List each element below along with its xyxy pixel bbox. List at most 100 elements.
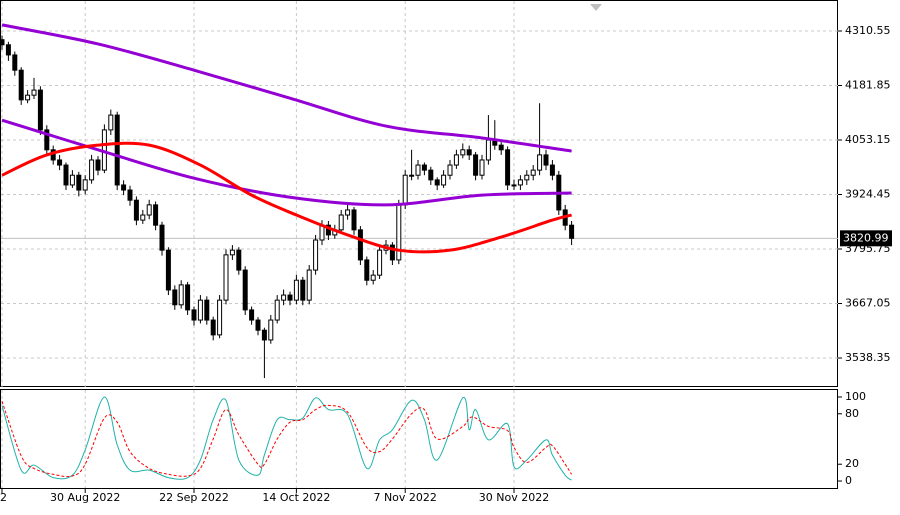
candle-body xyxy=(511,184,517,187)
candle-body xyxy=(338,214,344,231)
candle-body xyxy=(351,209,357,231)
candle-body xyxy=(261,329,267,341)
candle-body xyxy=(133,199,139,221)
y-tick-label: 0 xyxy=(845,474,852,487)
candle-body xyxy=(89,159,95,181)
candle-body xyxy=(108,114,114,131)
y-tick-label: 4181.85 xyxy=(845,79,891,92)
y-tick-label: 3667.05 xyxy=(845,297,891,310)
candle-body xyxy=(95,159,101,171)
candle-body xyxy=(498,144,504,151)
candle-body xyxy=(44,129,50,151)
candle-body xyxy=(389,244,395,261)
candle-body xyxy=(281,294,287,301)
candle-body xyxy=(345,209,351,216)
candle-body xyxy=(453,154,459,166)
candle-body xyxy=(57,159,63,166)
x-tick-label: 30 Aug 2022 xyxy=(50,491,120,504)
candle-body xyxy=(25,94,31,101)
x-tick-label: 14 Oct 2022 xyxy=(262,491,330,504)
candle-body xyxy=(421,164,427,171)
indicator-line xyxy=(1,141,572,254)
candle-body xyxy=(197,299,203,321)
candle-body xyxy=(549,164,555,176)
candle-body xyxy=(466,149,472,156)
candle-body xyxy=(293,279,299,301)
candle-body xyxy=(172,289,178,306)
candle-body xyxy=(530,169,536,176)
candle-body xyxy=(370,274,376,281)
y-tick-label: 3924.45 xyxy=(845,188,891,201)
candle-body xyxy=(140,214,146,221)
candle-body xyxy=(428,169,434,181)
x-tick-label: 22 Sep 2022 xyxy=(159,491,229,504)
candle-body xyxy=(255,319,261,331)
candle-body xyxy=(153,204,159,226)
candle-body xyxy=(127,189,133,201)
candle-body xyxy=(517,179,523,186)
indicator-line xyxy=(1,396,572,481)
candle-body xyxy=(191,309,197,321)
candle-body xyxy=(434,179,440,186)
candle-body xyxy=(569,224,575,239)
candle-body xyxy=(69,174,75,186)
candle-body xyxy=(537,154,543,171)
candle-body xyxy=(441,174,447,186)
candle-body xyxy=(274,299,280,321)
y-tick-label: 80 xyxy=(845,407,859,420)
candle-body xyxy=(63,164,69,186)
oscillator-pane-frame xyxy=(0,389,838,489)
candle-body xyxy=(121,184,127,191)
indicator-line xyxy=(1,23,572,153)
candle-body xyxy=(306,269,312,301)
y-tick-label: 20 xyxy=(845,457,859,470)
last-price-label: 3820.99 xyxy=(843,231,889,244)
candle-body xyxy=(524,174,530,181)
candle-body xyxy=(76,174,82,191)
y-tick-label: 4053.15 xyxy=(845,133,891,146)
candle-body xyxy=(82,179,88,191)
candle-body xyxy=(249,309,255,321)
candle-body xyxy=(460,149,466,156)
x-tick-label: 30 Nov 2022 xyxy=(479,491,549,504)
candle-body xyxy=(479,159,485,176)
candle-body xyxy=(165,249,171,291)
candle-body xyxy=(543,154,549,166)
y-tick-label: 4310.55 xyxy=(845,24,891,37)
candle-body xyxy=(217,299,223,336)
candle-body xyxy=(229,249,235,256)
candle-body xyxy=(415,164,421,176)
y-tick-label: 3538.35 xyxy=(845,351,891,364)
candle-body xyxy=(204,299,210,321)
candle-body xyxy=(210,319,216,336)
indicator-line xyxy=(1,118,572,207)
candle-body xyxy=(5,44,11,56)
candle-body xyxy=(364,259,370,281)
candle-body xyxy=(242,269,248,311)
candle-body xyxy=(223,254,229,301)
candle-body xyxy=(236,249,242,271)
x-tick-label: 2 xyxy=(0,491,7,504)
candle-body xyxy=(0,39,5,46)
candle-body xyxy=(402,174,408,206)
x-tick-label: 7 Nov 2022 xyxy=(373,491,436,504)
candle-body xyxy=(485,139,491,161)
y-tick-label: 100 xyxy=(845,390,866,403)
candle-body xyxy=(268,319,274,341)
candle-body xyxy=(300,279,306,301)
candle-body xyxy=(114,114,120,186)
candle-body xyxy=(159,224,165,251)
candle-body xyxy=(178,284,184,306)
main-pane-frame xyxy=(0,0,838,387)
candle-body xyxy=(287,294,293,301)
indicator-line xyxy=(1,401,573,478)
candle-body xyxy=(18,69,24,101)
candle-body xyxy=(447,164,453,176)
last-price-box xyxy=(840,230,892,247)
candle-body xyxy=(377,249,383,276)
candle-body xyxy=(505,149,511,186)
candle-body xyxy=(31,89,37,96)
